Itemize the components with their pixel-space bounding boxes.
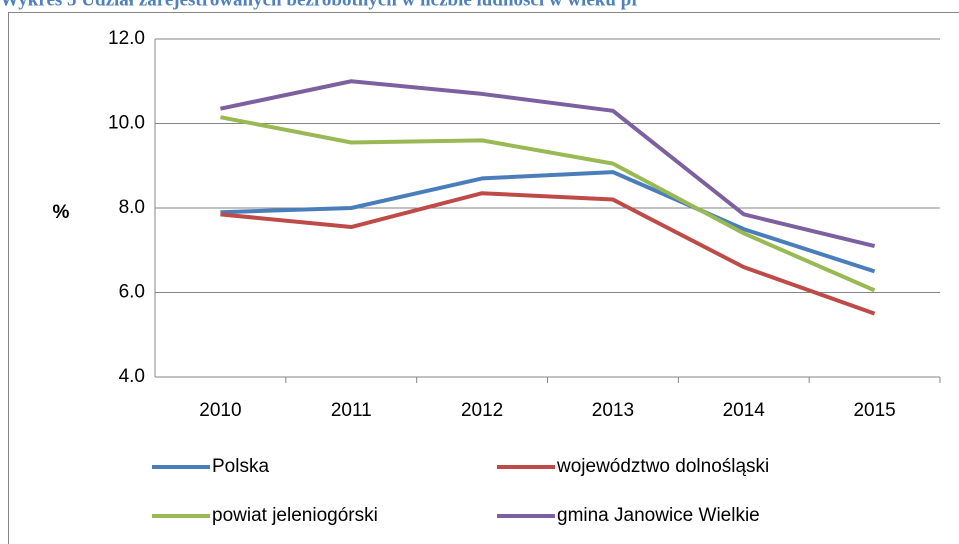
series-line <box>220 191 876 316</box>
x-tick-label: 2011 <box>331 400 372 421</box>
legend-label: województwo dolnośląski <box>556 456 769 477</box>
chart-title: Wykres 5 Udział zarejestrowanych bezrobo… <box>0 0 640 10</box>
legend-label: powiat jeleniogórski <box>212 505 378 526</box>
series-line <box>220 79 876 248</box>
x-tick-label: 2014 <box>723 400 766 421</box>
y-tick-label: 12.0 <box>108 28 145 49</box>
series-line <box>220 170 876 274</box>
x-tick-label: 2010 <box>199 400 241 421</box>
series-line <box>220 115 876 293</box>
x-tick-label: 2015 <box>853 400 895 421</box>
legend-label: Polska <box>212 456 269 477</box>
y-tick-label: 8.0 <box>119 197 145 218</box>
y-tick-label: 6.0 <box>119 282 145 303</box>
x-tick-label: 2013 <box>592 400 634 421</box>
y-tick-label: 4.0 <box>119 366 145 387</box>
y-tick-label: 10.0 <box>108 113 145 134</box>
legend-label: gmina Janowice Wielkie <box>557 505 760 526</box>
y-axis-label: % <box>53 202 70 223</box>
x-tick-label: 2012 <box>461 400 503 421</box>
chart-frame <box>8 12 959 544</box>
